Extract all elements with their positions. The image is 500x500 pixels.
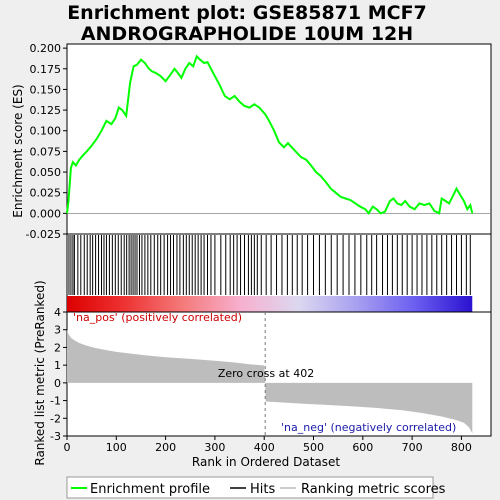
- x-tick-label: 800: [451, 441, 472, 454]
- chart-title-line1: Enrichment plot: GSE85871 MCF7: [67, 2, 427, 24]
- x-tick-label: 600: [352, 441, 373, 454]
- es-panel: -0.025 0.000 0.025 0.050 0.075 0.100 0.125 0.15…: [26, 42, 492, 241]
- metric-ytick-label: 0: [54, 377, 61, 390]
- es-ytick-label: 0.125: [30, 104, 62, 117]
- es-ytick-label: 0.175: [30, 63, 62, 76]
- metric-ytick-label: 4: [54, 306, 61, 319]
- x-tick-label: 0: [64, 441, 71, 454]
- metric-area: [67, 329, 473, 434]
- chart-title-line2: ANDROGRAPHOLIDE 10UM 12H: [81, 23, 413, 45]
- metric-ytick-label: 3: [54, 324, 61, 337]
- neg-correlated-label: 'na_neg' (negatively correlated): [281, 421, 456, 434]
- x-axis-label: Rank in Ordered Dataset: [192, 455, 340, 469]
- metric-ylabel: Ranked list metric (PreRanked): [33, 280, 47, 465]
- es-ytick-label: 0.100: [30, 125, 62, 138]
- zero-cross-label: Zero cross at 402: [218, 367, 314, 380]
- es-ytick-label: 0.075: [30, 145, 62, 158]
- pos-correlated-label: 'na_pos' (positively correlated): [73, 311, 242, 324]
- metric-ytick-label: -2: [50, 412, 61, 425]
- metric-ytick-label: -3: [50, 430, 61, 443]
- es-line: [66, 54, 474, 216]
- metric-ytick-label: 1: [54, 359, 61, 372]
- legend-box: [66, 476, 434, 499]
- metric-panel: -3 -2 -1 0 1 2 3 4 0 100 200 300 400 500 600 700 800: [50, 306, 492, 454]
- x-tick-label: 500: [303, 441, 324, 454]
- x-tick-label: 700: [402, 441, 423, 454]
- legend-metric-label: Ranking metric scores: [301, 482, 446, 497]
- es-ytick-label: -0.025: [26, 228, 61, 241]
- x-tick-label: 200: [155, 441, 176, 454]
- rank-gradient-bar: [67, 296, 473, 312]
- metric-ytick-label: 2: [54, 341, 61, 354]
- legend: Enrichment profile Hits Ranking metric s…: [66, 476, 446, 499]
- legend-hits-label: Hits: [250, 482, 275, 497]
- es-ytick-label: 0.025: [30, 187, 62, 200]
- es-ytick-label: 0.200: [30, 42, 62, 55]
- es-plot-area: [66, 43, 492, 235]
- es-ylabel: Enrichment score (ES): [11, 84, 25, 217]
- es-ytick-label: 0.050: [30, 166, 62, 179]
- hits-panel: [66, 233, 492, 313]
- metric-ytick-label: -1: [50, 395, 61, 408]
- legend-es-label: Enrichment profile: [90, 482, 210, 497]
- x-tick-label: 400: [254, 441, 275, 454]
- es-ytick-label: 0.000: [30, 207, 62, 220]
- x-tick-label: 100: [106, 441, 127, 454]
- x-tick-label: 300: [204, 441, 225, 454]
- es-ytick-label: 0.150: [30, 83, 62, 96]
